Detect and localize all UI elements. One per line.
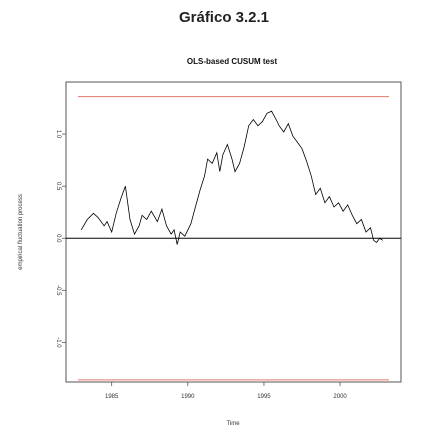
y-tick-label: -0.5 [55, 285, 61, 296]
x-tick-label: 2000 [333, 394, 347, 400]
plot-frame [65, 81, 402, 383]
cusum-series-line [80, 110, 383, 245]
y-axis: -1.0 -0.5 0.0 0.5 1.0 [55, 130, 66, 348]
y-tick-label: 1.0 [55, 130, 61, 139]
x-axis: 1985 1990 1995 2000 [105, 382, 347, 400]
figure-title: Gráfico 3.2.1 [178, 9, 270, 26]
series-group [80, 110, 383, 245]
y-tick-label: 0.0 [55, 234, 61, 243]
y-tick-label: 0.5 [55, 182, 61, 191]
x-tick-label: 1995 [257, 394, 271, 400]
x-axis-title: Time [226, 421, 240, 427]
x-tick-label: 1985 [105, 394, 119, 400]
plot-title: OLS-based CUSUM test [187, 57, 278, 66]
y-axis-title: empirical fluctuation process [18, 194, 24, 270]
x-tick-label: 1990 [181, 394, 195, 400]
boundary-lines [78, 96, 389, 381]
y-tick-label: -1.0 [55, 337, 61, 348]
